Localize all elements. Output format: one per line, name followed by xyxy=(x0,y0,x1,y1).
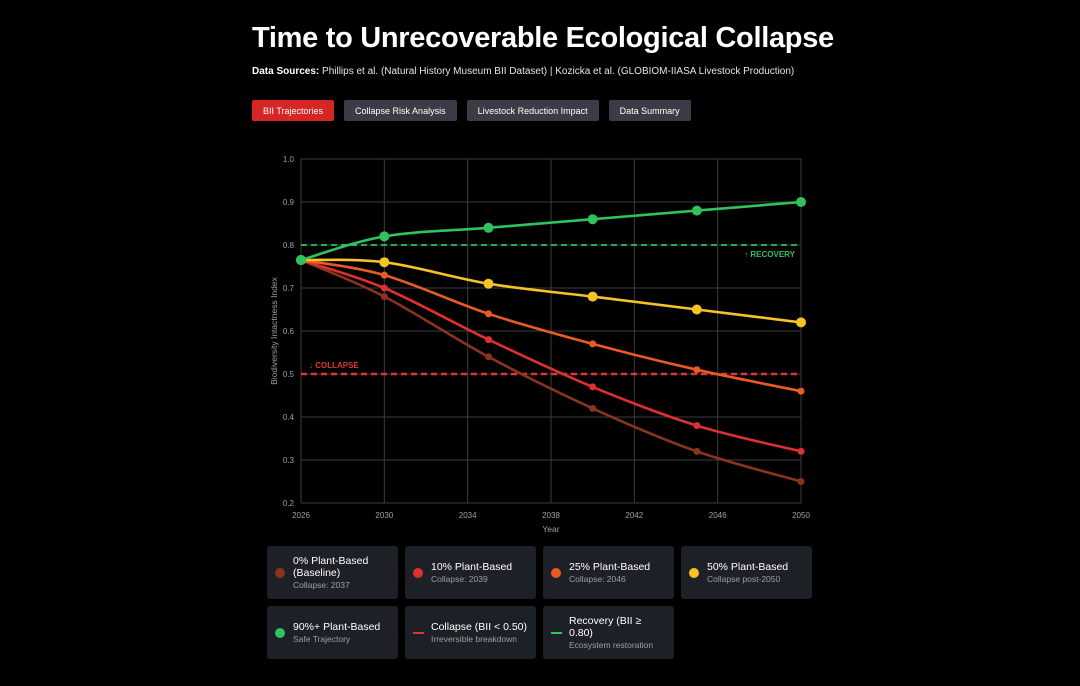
legend-item-subtitle: Collapse: 2046 xyxy=(569,573,626,584)
data-point xyxy=(589,340,597,348)
tab-livestock-reduction-impact[interactable]: Livestock Reduction Impact xyxy=(466,100,599,121)
legend-item-name: 50% Plant-Based xyxy=(707,560,789,573)
legend-dot-icon xyxy=(413,567,423,578)
x-tick-label: 2042 xyxy=(625,511,643,520)
data-point xyxy=(693,422,701,430)
x-tick-label: 2050 xyxy=(792,511,810,520)
data-point xyxy=(691,304,702,315)
legend-item: 50% Plant-Based Collapse post-2050 xyxy=(681,546,812,599)
data-point xyxy=(379,257,390,268)
data-point xyxy=(797,447,805,455)
data-point xyxy=(691,205,702,216)
series-line-0 xyxy=(299,258,803,483)
legend-text: 10% Plant-Based Collapse: 2039 xyxy=(431,561,512,585)
x-tick-label: 2046 xyxy=(709,511,727,520)
data-point xyxy=(796,197,806,207)
y-tick-label: 0.6 xyxy=(283,327,295,336)
collapse-threshold-label: ↓ COLLAPSE xyxy=(309,361,359,370)
data-sources: Data Sources: Phillips et al. (Natural H… xyxy=(252,66,794,77)
data-point xyxy=(483,222,494,233)
x-tick-label: 2026 xyxy=(292,511,310,520)
legend-item: 10% Plant-Based Collapse: 2039 xyxy=(405,546,536,599)
legend-text: 25% Plant-Based Collapse: 2046 xyxy=(569,561,650,585)
legend-item-subtitle: Ecosystem restoration xyxy=(569,639,654,650)
y-tick-label: 0.4 xyxy=(283,413,295,422)
y-tick-label: 0.2 xyxy=(283,499,295,508)
bii-trajectory-chart: 0.2 0.3 0.4 0.5 0.6 0.7 0.8 0.9 1.0 2026 2030 2034 2… xyxy=(269,155,810,534)
data-point xyxy=(380,271,388,279)
legend-item: 25% Plant-Based Collapse: 2046 xyxy=(543,546,674,599)
data-point xyxy=(693,366,701,374)
legend-dot-icon xyxy=(689,567,699,578)
data-point xyxy=(587,214,598,225)
y-tick-label: 0.9 xyxy=(283,198,295,207)
series-line-1 xyxy=(299,258,803,453)
sources-text: Phillips et al. (Natural History Museum … xyxy=(322,66,795,77)
tab-bar: BII Trajectories Collapse Risk Analysis … xyxy=(252,100,691,121)
recovery-threshold-label: ↑ RECOVERY xyxy=(744,250,795,259)
legend-item-subtitle: Irreversible breakdown xyxy=(431,633,517,644)
data-point xyxy=(693,447,701,455)
sources-label: Data Sources: xyxy=(252,66,320,77)
legend-item: Recovery (BII ≥ 0.80) Ecosystem restorati… xyxy=(543,606,674,659)
y-axis-label: Biodiversity Intactness Index xyxy=(269,276,279,384)
data-point xyxy=(797,478,805,485)
page-title: Time to Unrecoverable Ecological Collaps… xyxy=(252,22,834,54)
data-point xyxy=(485,310,492,318)
legend-item-name: Collapse (BII < 0.50) xyxy=(431,620,528,633)
data-point xyxy=(485,336,492,344)
legend-item-name: 10% Plant-Based xyxy=(431,560,513,573)
data-point xyxy=(296,255,306,266)
legend-item: Collapse (BII < 0.50) Irreversible breakd… xyxy=(405,606,536,659)
y-tick-label: 0.5 xyxy=(283,370,295,379)
data-point xyxy=(796,317,806,328)
legend-item-name: 90%+ Plant-Based xyxy=(293,620,381,633)
data-point xyxy=(589,404,597,412)
legend-text: 0% Plant-Based (Baseline) Collapse: 2037 xyxy=(293,555,390,591)
legend-text: 50% Plant-Based Collapse post-2050 xyxy=(707,561,788,585)
x-tick-label: 2034 xyxy=(459,511,477,520)
legend: 0% Plant-Based (Baseline) Collapse: 2037 1… xyxy=(267,546,812,659)
legend-item-subtitle: Safe Trajectory xyxy=(293,633,351,644)
data-point xyxy=(589,383,597,391)
data-point xyxy=(485,353,492,361)
legend-dot-icon xyxy=(275,627,285,638)
tab-data-summary[interactable]: Data Summary xyxy=(608,100,691,121)
legend-item: 0% Plant-Based (Baseline) Collapse: 2037 xyxy=(267,546,398,599)
legend-item-name: 0% Plant-Based (Baseline) xyxy=(293,554,369,579)
data-point xyxy=(379,231,390,242)
legend-dash-icon xyxy=(551,631,562,634)
data-point xyxy=(483,278,494,289)
x-tick-label: 2038 xyxy=(542,511,560,520)
legend-item-name: Recovery (BII ≥ 0.80) xyxy=(569,614,642,639)
data-point xyxy=(380,284,388,292)
y-tick-label: 1.0 xyxy=(283,155,295,164)
y-tick-label: 0.7 xyxy=(283,284,295,293)
tab-collapse-risk-analysis[interactable]: Collapse Risk Analysis xyxy=(344,100,457,121)
legend-text: Recovery (BII ≥ 0.80) Ecosystem restorati… xyxy=(569,615,666,651)
legend-item-subtitle: Collapse post-2050 xyxy=(707,573,781,584)
x-axis-label: Year xyxy=(542,524,559,534)
y-tick-label: 0.8 xyxy=(283,241,295,250)
y-tick-label: 0.3 xyxy=(283,456,295,465)
data-point xyxy=(380,293,388,301)
legend-item-name: 25% Plant-Based xyxy=(569,560,651,573)
legend-item: 90%+ Plant-Based Safe Trajectory xyxy=(267,606,398,659)
legend-item-subtitle: Collapse: 2037 xyxy=(293,579,350,590)
tab-bii-trajectories[interactable]: BII Trajectories xyxy=(252,100,335,121)
legend-dot-icon xyxy=(275,567,285,578)
legend-item-subtitle: Collapse: 2039 xyxy=(431,573,488,584)
legend-dash-icon xyxy=(413,631,424,634)
legend-text: 90%+ Plant-Based Safe Trajectory xyxy=(293,621,380,645)
legend-text: Collapse (BII < 0.50) Irreversible breakd… xyxy=(431,621,527,645)
legend-dot-icon xyxy=(551,567,561,578)
data-point xyxy=(587,291,598,302)
data-point xyxy=(797,387,805,395)
x-tick-label: 2030 xyxy=(375,511,393,520)
